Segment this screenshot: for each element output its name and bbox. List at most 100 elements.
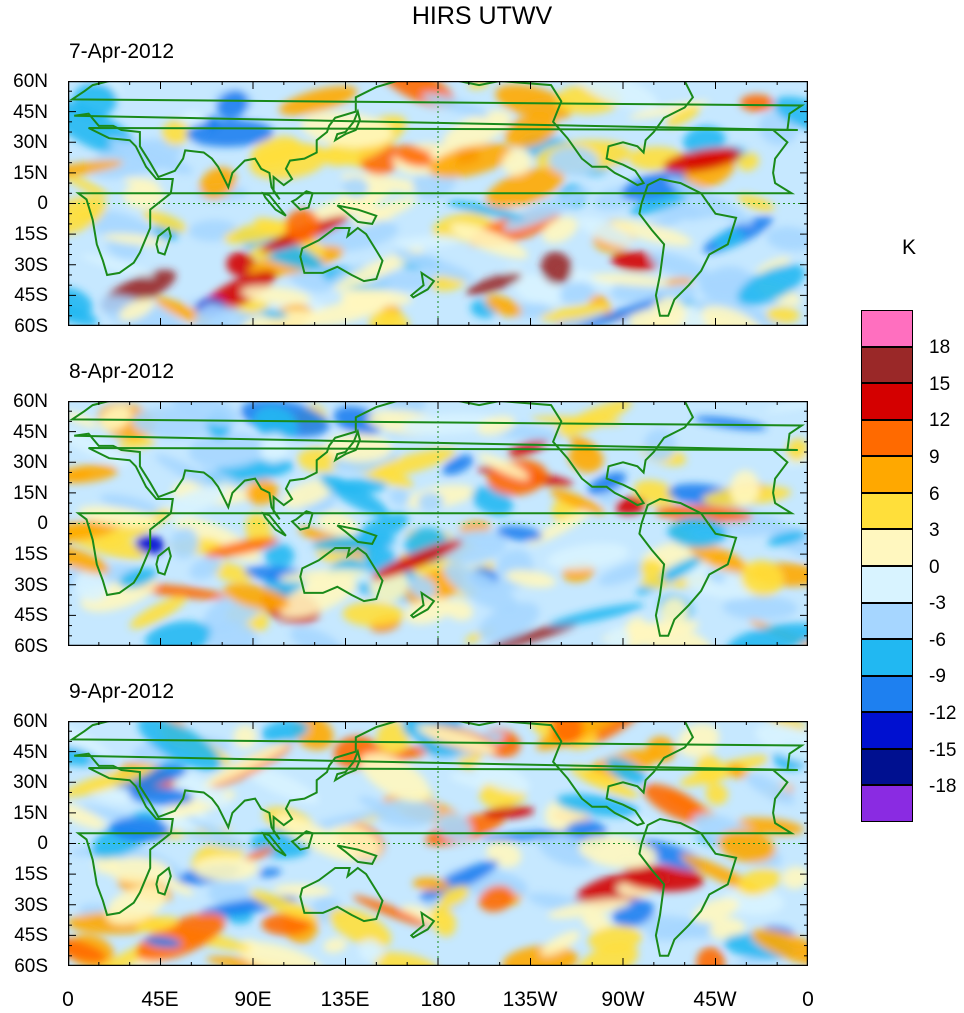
colorbar-swatch — [861, 310, 913, 347]
anomaly-blob — [258, 868, 282, 878]
lon-label: 0 — [62, 988, 74, 1011]
anomaly-blob — [442, 455, 474, 475]
colorbar-swatch — [861, 529, 913, 566]
anomaly-blob — [371, 952, 438, 966]
anomaly-blob — [402, 413, 499, 435]
anomaly-blob — [614, 496, 646, 515]
coastline-japan — [333, 428, 361, 463]
colorbar-units: K — [902, 236, 917, 259]
lat-label: 15S — [14, 544, 48, 565]
anomaly-blob — [485, 295, 522, 317]
anomaly-blob — [358, 939, 383, 962]
anomaly-blob — [189, 556, 222, 580]
anomaly-blob — [745, 773, 796, 805]
lat-label: 60N — [13, 71, 48, 92]
coastline-europe-asia — [68, 81, 806, 201]
lat-label: 15S — [14, 864, 48, 885]
anomaly-blob — [352, 895, 430, 928]
colorbar-label: 3 — [929, 520, 940, 541]
coastline-africa — [75, 447, 798, 597]
lon-label: 90W — [601, 988, 645, 1011]
anomaly-blob — [663, 147, 742, 173]
colorbar-swatch — [861, 675, 913, 713]
anomaly-blob — [768, 522, 808, 560]
anomaly-blob — [216, 90, 249, 119]
anomaly-blob — [705, 783, 728, 805]
anomaly-blob — [249, 890, 319, 922]
coastline-borneo — [290, 830, 314, 851]
anomaly-blob — [68, 306, 99, 326]
coastline-madagascar — [155, 546, 172, 576]
anomaly-blob — [751, 929, 808, 966]
anomaly-blob — [439, 530, 507, 565]
anomaly-blob — [667, 516, 727, 549]
anomaly-blob — [412, 877, 450, 892]
anomaly-blob — [696, 947, 725, 966]
anomaly-blob — [333, 406, 384, 436]
lat-label: 60S — [14, 636, 48, 657]
colorbar-swatch — [861, 748, 913, 786]
anomaly-blob — [591, 273, 676, 287]
coastline-japan — [333, 108, 361, 143]
anomaly-blob — [540, 251, 572, 285]
lat-label: 15N — [13, 803, 48, 824]
colorbar-swatch — [861, 602, 913, 640]
anomaly-blob — [478, 453, 530, 480]
anomaly-blob — [261, 721, 309, 743]
anomaly-blob — [393, 250, 475, 282]
anomaly-blob — [129, 596, 187, 629]
coastline-australia — [299, 866, 384, 923]
anomaly-blob — [767, 530, 807, 546]
panel-date: 8-Apr-2012 — [69, 360, 175, 383]
anomaly-blob — [598, 561, 651, 586]
anomaly-blob — [241, 764, 320, 804]
lat-label: 30N — [13, 772, 48, 793]
lat-label: 45S — [14, 285, 48, 306]
anomaly-blob — [68, 519, 127, 543]
anomaly-blob — [667, 177, 753, 226]
anomaly-blob — [342, 601, 405, 627]
anomaly-blob — [640, 558, 665, 580]
anomaly-blob — [588, 925, 642, 952]
panel-date: 7-Apr-2012 — [69, 40, 175, 63]
anomaly-blob — [193, 856, 259, 881]
anomaly-blob — [485, 167, 565, 209]
anomaly-blob — [649, 922, 712, 941]
anomaly-blob — [450, 223, 529, 259]
coastline-indonesia — [261, 191, 287, 217]
anomaly-map — [68, 721, 808, 966]
colorbar-swatch — [861, 346, 913, 384]
anomaly-blob — [694, 416, 767, 431]
coastline-japan — [333, 748, 361, 783]
anomaly-blob — [249, 142, 328, 180]
anomaly-blob — [170, 527, 199, 559]
anomaly-blob — [226, 251, 256, 277]
coastline-indonesia — [261, 511, 287, 537]
anomaly-blob — [339, 288, 413, 306]
anomaly-blob — [144, 936, 182, 948]
anomaly-blob — [666, 105, 701, 127]
anomaly-blob — [68, 195, 107, 236]
longitude-axis: 0 45E 90E 135E 180 135W 90W 45W 0 — [0, 988, 964, 1012]
anomaly-blob — [587, 472, 627, 495]
anomaly-blob — [611, 220, 693, 246]
anomaly-blob — [737, 194, 775, 212]
anomaly-blob — [169, 401, 240, 426]
anomaly-blob — [496, 525, 543, 541]
lon-label: 135W — [502, 988, 558, 1011]
anomaly-blob — [68, 545, 110, 575]
colorbar-swatch — [861, 785, 913, 822]
anomaly-blob — [755, 723, 808, 765]
colorbar-swatch — [861, 639, 913, 676]
lon-label: 45W — [693, 988, 737, 1011]
anomaly-blob — [528, 510, 591, 546]
anomaly-blob — [557, 268, 618, 289]
anomaly-blob — [223, 220, 295, 244]
anomaly-blob — [541, 931, 581, 956]
coastline-borneo — [290, 190, 314, 211]
anomaly-blob — [504, 114, 557, 148]
anomaly-blob — [142, 210, 188, 232]
anomaly-blob — [68, 937, 106, 963]
lon-label: 90E — [234, 988, 272, 1011]
anomaly-blob — [547, 543, 629, 570]
